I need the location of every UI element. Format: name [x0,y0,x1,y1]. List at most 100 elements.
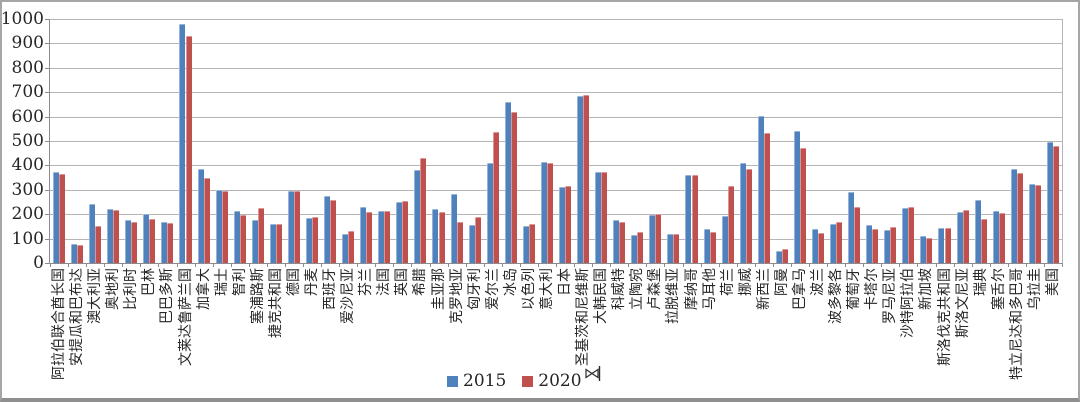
x-category-label: 大韩民国 [593,268,610,324]
y-axis-tick [45,189,49,191]
bar-2015-瑞士 [215,190,222,263]
x-axis-tick [971,263,973,267]
x-axis-tick [501,263,503,267]
bar-2015-马耳他 [703,229,710,263]
bar-2020-特立尼达和多巴哥 [1016,172,1023,263]
y-axis-line [49,19,50,264]
bar-2020-波多黎各 [836,221,843,263]
bar-2015-安提瓜和巴布达 [71,243,77,263]
legend-swatch-2015 [447,375,458,387]
bar-2020-摩纳哥 [691,174,698,263]
bar-2015-匈牙利 [468,224,475,263]
x-category-label: 安提瓜和巴布达 [69,268,86,366]
x-axis-tick [266,263,268,267]
bar-2015-巴拿马 [793,130,800,263]
bar-2015-波兰 [811,229,818,263]
gridline-600 [50,116,1062,118]
x-category-label: 德国 [285,268,302,296]
x-axis-tick [953,263,955,267]
x-category-label: 匈牙利 [466,268,483,310]
bar-2020-澳大利亚 [95,226,102,263]
x-axis-tick [122,263,124,267]
bar-2020-塞浦路斯 [257,208,264,263]
x-category-label: 卢森堡 [647,268,664,310]
x-category-label: 塞舌尔 [990,268,1007,310]
bar-2015-捷克共和国 [269,224,276,263]
x-category-label: 特立尼达和多巴哥 [1008,268,1025,380]
bar-2020-斯洛文尼亚 [962,210,969,263]
x-axis-tick [537,263,539,267]
y-tick-label-900: 900 [11,33,44,54]
x-axis-tick [628,263,630,267]
bar-2015-芬兰 [360,206,367,263]
legend: 2015 2020 [447,371,582,391]
x-axis-tick [140,263,142,267]
bar-2020-罗马尼亚 [890,227,897,263]
x-axis-tick [899,263,901,267]
bar-2020-塞舌尔 [998,212,1005,263]
x-axis-tick [917,263,919,267]
bar-2015-挪威 [739,162,746,263]
x-category-label: 马耳他 [701,268,718,310]
x-category-label: 以色列 [520,268,537,310]
bar-2015-斯洛文尼亚 [956,211,963,263]
bar-2015-丹麦 [305,217,312,263]
x-category-label: 摩纳哥 [683,268,700,310]
legend-label-2020: 2020 [538,371,582,391]
y-axis-tick [45,43,49,45]
y-axis-tick [45,19,49,20]
gridline-400 [50,165,1062,167]
x-category-label: 罗马尼亚 [882,268,899,324]
bar-2020-奥地利 [113,210,120,263]
x-axis-tick [411,263,413,267]
x-category-label: 澳大利亚 [87,268,104,324]
bar-2020-马耳他 [709,232,716,263]
bar-2015-塞浦路斯 [251,219,258,263]
bar-2020-匈牙利 [474,217,481,263]
bar-2015-德国 [287,190,294,263]
x-category-label: 斯洛伐克共和国 [936,268,953,366]
gridline-700 [50,92,1062,94]
x-axis-tick [483,263,485,267]
x-axis-tick [158,263,160,267]
bar-2020-希腊 [420,158,427,263]
x-category-label: 文莱达鲁萨兰国 [177,268,194,366]
bar-2020-安提瓜和巴布达 [77,244,84,263]
x-axis-tick [646,263,648,267]
y-axis-tick [45,238,49,240]
bar-2015-特立尼达和多巴哥 [1010,169,1017,263]
x-category-label: 波兰 [810,268,827,296]
x-axis-tick [935,263,937,267]
bar-2015-英国 [396,201,403,263]
bar-2020-大韩民国 [601,171,608,263]
y-axis-tick [45,67,49,69]
x-category-label: 日本 [557,268,574,296]
y-tick-label-200: 200 [11,204,44,225]
x-category-label: 斯洛文尼亚 [954,268,971,338]
x-axis-tick [303,263,304,267]
bar-2015-葡萄牙 [848,191,854,263]
x-category-label: 立陶宛 [629,268,646,310]
x-category-label: 西班牙 [322,268,339,310]
bar-2020-葡萄牙 [854,207,861,263]
bar-2015-波多黎各 [830,224,836,263]
x-axis-tick [827,263,829,267]
bar-2015-阿曼 [775,251,782,263]
x-category-label: 圣基茨和尼维斯 [575,268,592,366]
bar-2020-乌拉圭 [1034,184,1041,263]
bar-2020-芬兰 [366,212,373,263]
bar-2015-新西兰 [757,116,764,263]
bar-2015-大韩民国 [595,171,601,263]
bar-2020-爱尔兰 [492,131,499,263]
bar-2020-挪威 [745,168,752,263]
x-category-label: 巴林 [141,268,158,296]
x-axis-tick [863,263,865,267]
bar-2020-克罗地亚 [456,221,463,263]
bar-2020-瑞士 [221,191,228,263]
x-axis-tick [664,263,666,267]
bar-2015-爱尔兰 [486,163,493,263]
bar-2020-以色列 [528,224,535,263]
bar-2015-加拿大 [197,168,204,263]
bar-2015-荷兰 [721,216,728,263]
